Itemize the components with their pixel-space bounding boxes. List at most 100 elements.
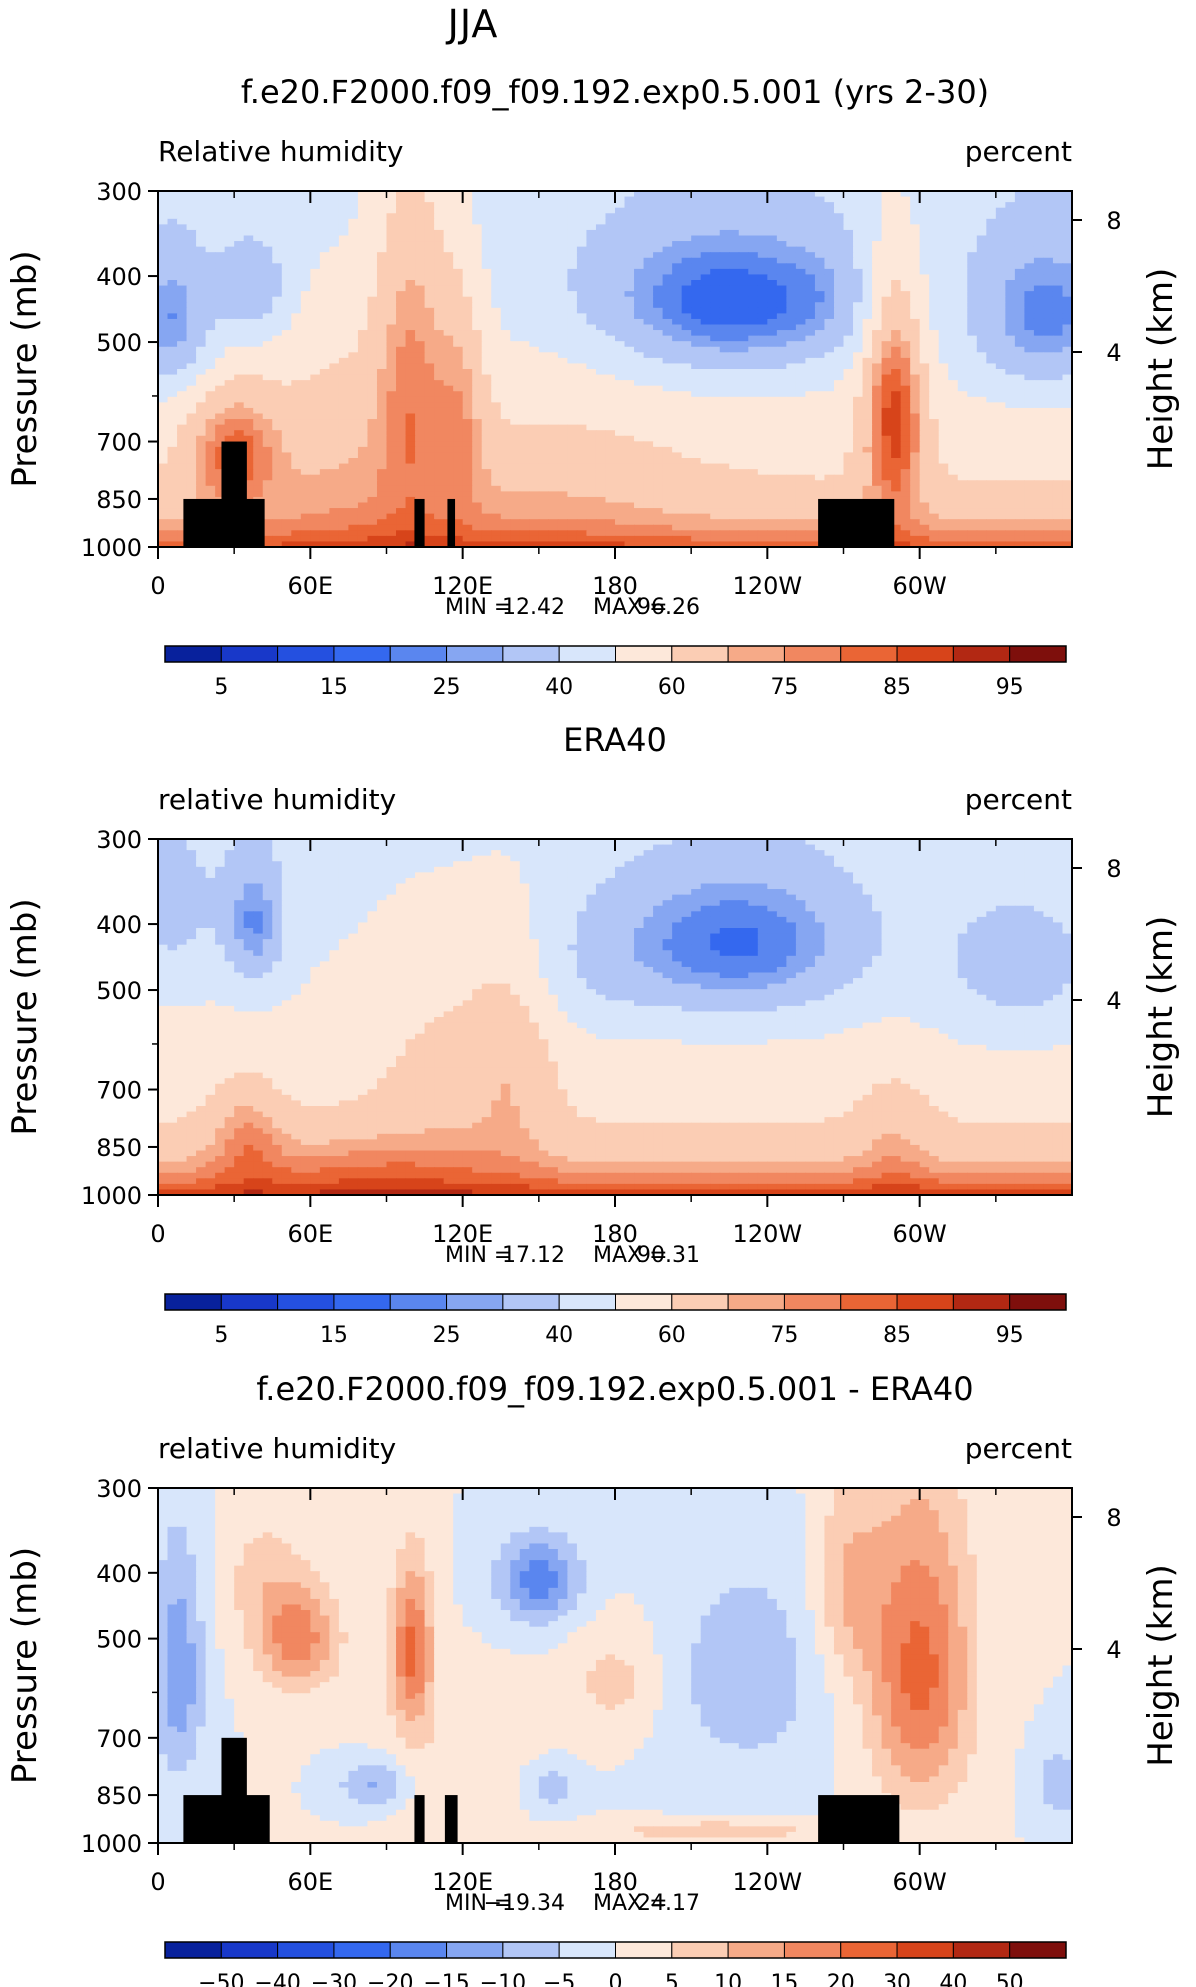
contour-cell (538, 313, 549, 320)
contour-cell (1043, 313, 1054, 320)
contour-cell (434, 402, 445, 409)
contour-cell (938, 224, 949, 231)
contour-cell (557, 291, 568, 298)
contour-cell (300, 229, 311, 237)
contour-cell (757, 202, 768, 209)
contour-cell (586, 302, 597, 309)
contour-cell (1005, 435, 1016, 442)
contour-cell (319, 335, 330, 342)
contour-cell (243, 424, 254, 431)
contour-cell (805, 291, 816, 298)
contour-cell (1014, 352, 1025, 359)
contour-cell (443, 202, 454, 209)
contour-cell (776, 218, 787, 225)
contour-cell (595, 196, 607, 203)
contour-cell (938, 202, 949, 209)
contour-cell (472, 218, 483, 225)
contour-cell (986, 330, 997, 337)
contour-cell (234, 229, 245, 237)
contour-cell (215, 446, 226, 454)
contour-cell (548, 341, 559, 348)
contour-cell (367, 346, 378, 353)
contour-cell (196, 241, 207, 248)
contour-cell (615, 263, 626, 270)
contour-cell (434, 330, 445, 337)
contour-cell (653, 369, 664, 376)
contour-cell (434, 224, 445, 231)
contour-cell (691, 430, 702, 437)
contour-cell (881, 357, 892, 365)
contour-cell (824, 274, 835, 281)
contour-cell (262, 280, 273, 287)
contour-cell (605, 402, 616, 409)
contour-cell (576, 335, 588, 342)
contour-cell (919, 380, 930, 387)
contour-cell (1062, 324, 1073, 331)
contour-cell (634, 218, 645, 225)
contour-cell (329, 463, 340, 470)
contour-cell (729, 224, 740, 231)
contour-cell (719, 280, 730, 287)
contour-cell (719, 191, 730, 198)
contour-cell (557, 280, 568, 287)
contour-cell (567, 374, 578, 381)
contour-cell (376, 474, 388, 481)
contour-cell (462, 196, 473, 203)
contour-cell (843, 458, 854, 465)
contour-cell (672, 341, 683, 348)
contour-cell (357, 407, 369, 415)
contour-cell (472, 352, 483, 359)
contour-cell (738, 313, 749, 320)
contour-cell (662, 246, 673, 253)
contour-cell (976, 396, 987, 403)
contour-cell (291, 474, 302, 481)
contour-cell (976, 469, 987, 476)
contour-cell (653, 224, 664, 231)
contour-cell (605, 424, 616, 431)
contour-cell (167, 469, 178, 476)
contour-cell (357, 413, 369, 420)
contour-cell (795, 257, 807, 264)
contour-cell (691, 307, 702, 314)
contour-cell (910, 213, 921, 220)
contour-cell (672, 374, 683, 381)
contour-cell (767, 257, 778, 264)
contour-cell (672, 385, 683, 392)
contour-cell (1062, 246, 1073, 253)
contour-cell (443, 252, 454, 259)
contour-cell (453, 341, 464, 348)
contour-cell (672, 407, 683, 415)
contour-cell (510, 330, 521, 337)
contour-cell (853, 430, 864, 437)
contour-cell (700, 391, 711, 398)
contour-cell (634, 224, 645, 231)
contour-cell (557, 246, 568, 253)
contour-cell (833, 246, 845, 253)
contour-cell (434, 285, 445, 292)
contour-cell (567, 280, 578, 287)
contour-cell (424, 435, 435, 442)
contour-cell (948, 252, 959, 259)
contour-cell (615, 402, 626, 409)
contour-cell (1043, 285, 1054, 292)
contour-cell (376, 407, 388, 415)
contour-cell (738, 346, 749, 353)
contour-cell (910, 419, 921, 426)
contour-cell (1062, 430, 1073, 437)
contour-cell (605, 302, 616, 309)
contour-cell (1005, 380, 1016, 387)
contour-cell (348, 302, 359, 309)
contour-cell (243, 363, 254, 370)
contour-cell (624, 268, 635, 276)
contour-cell (595, 291, 607, 298)
contour-cell (386, 407, 397, 415)
contour-cell (653, 469, 664, 476)
contour-cell (1014, 474, 1025, 481)
contour-cell (386, 302, 397, 309)
contour-cell (243, 252, 254, 259)
contour-cell (624, 241, 635, 248)
contour-cell (853, 346, 864, 353)
contour-cell (967, 463, 978, 470)
contour-cell (976, 446, 987, 454)
contour-cell (700, 407, 711, 415)
